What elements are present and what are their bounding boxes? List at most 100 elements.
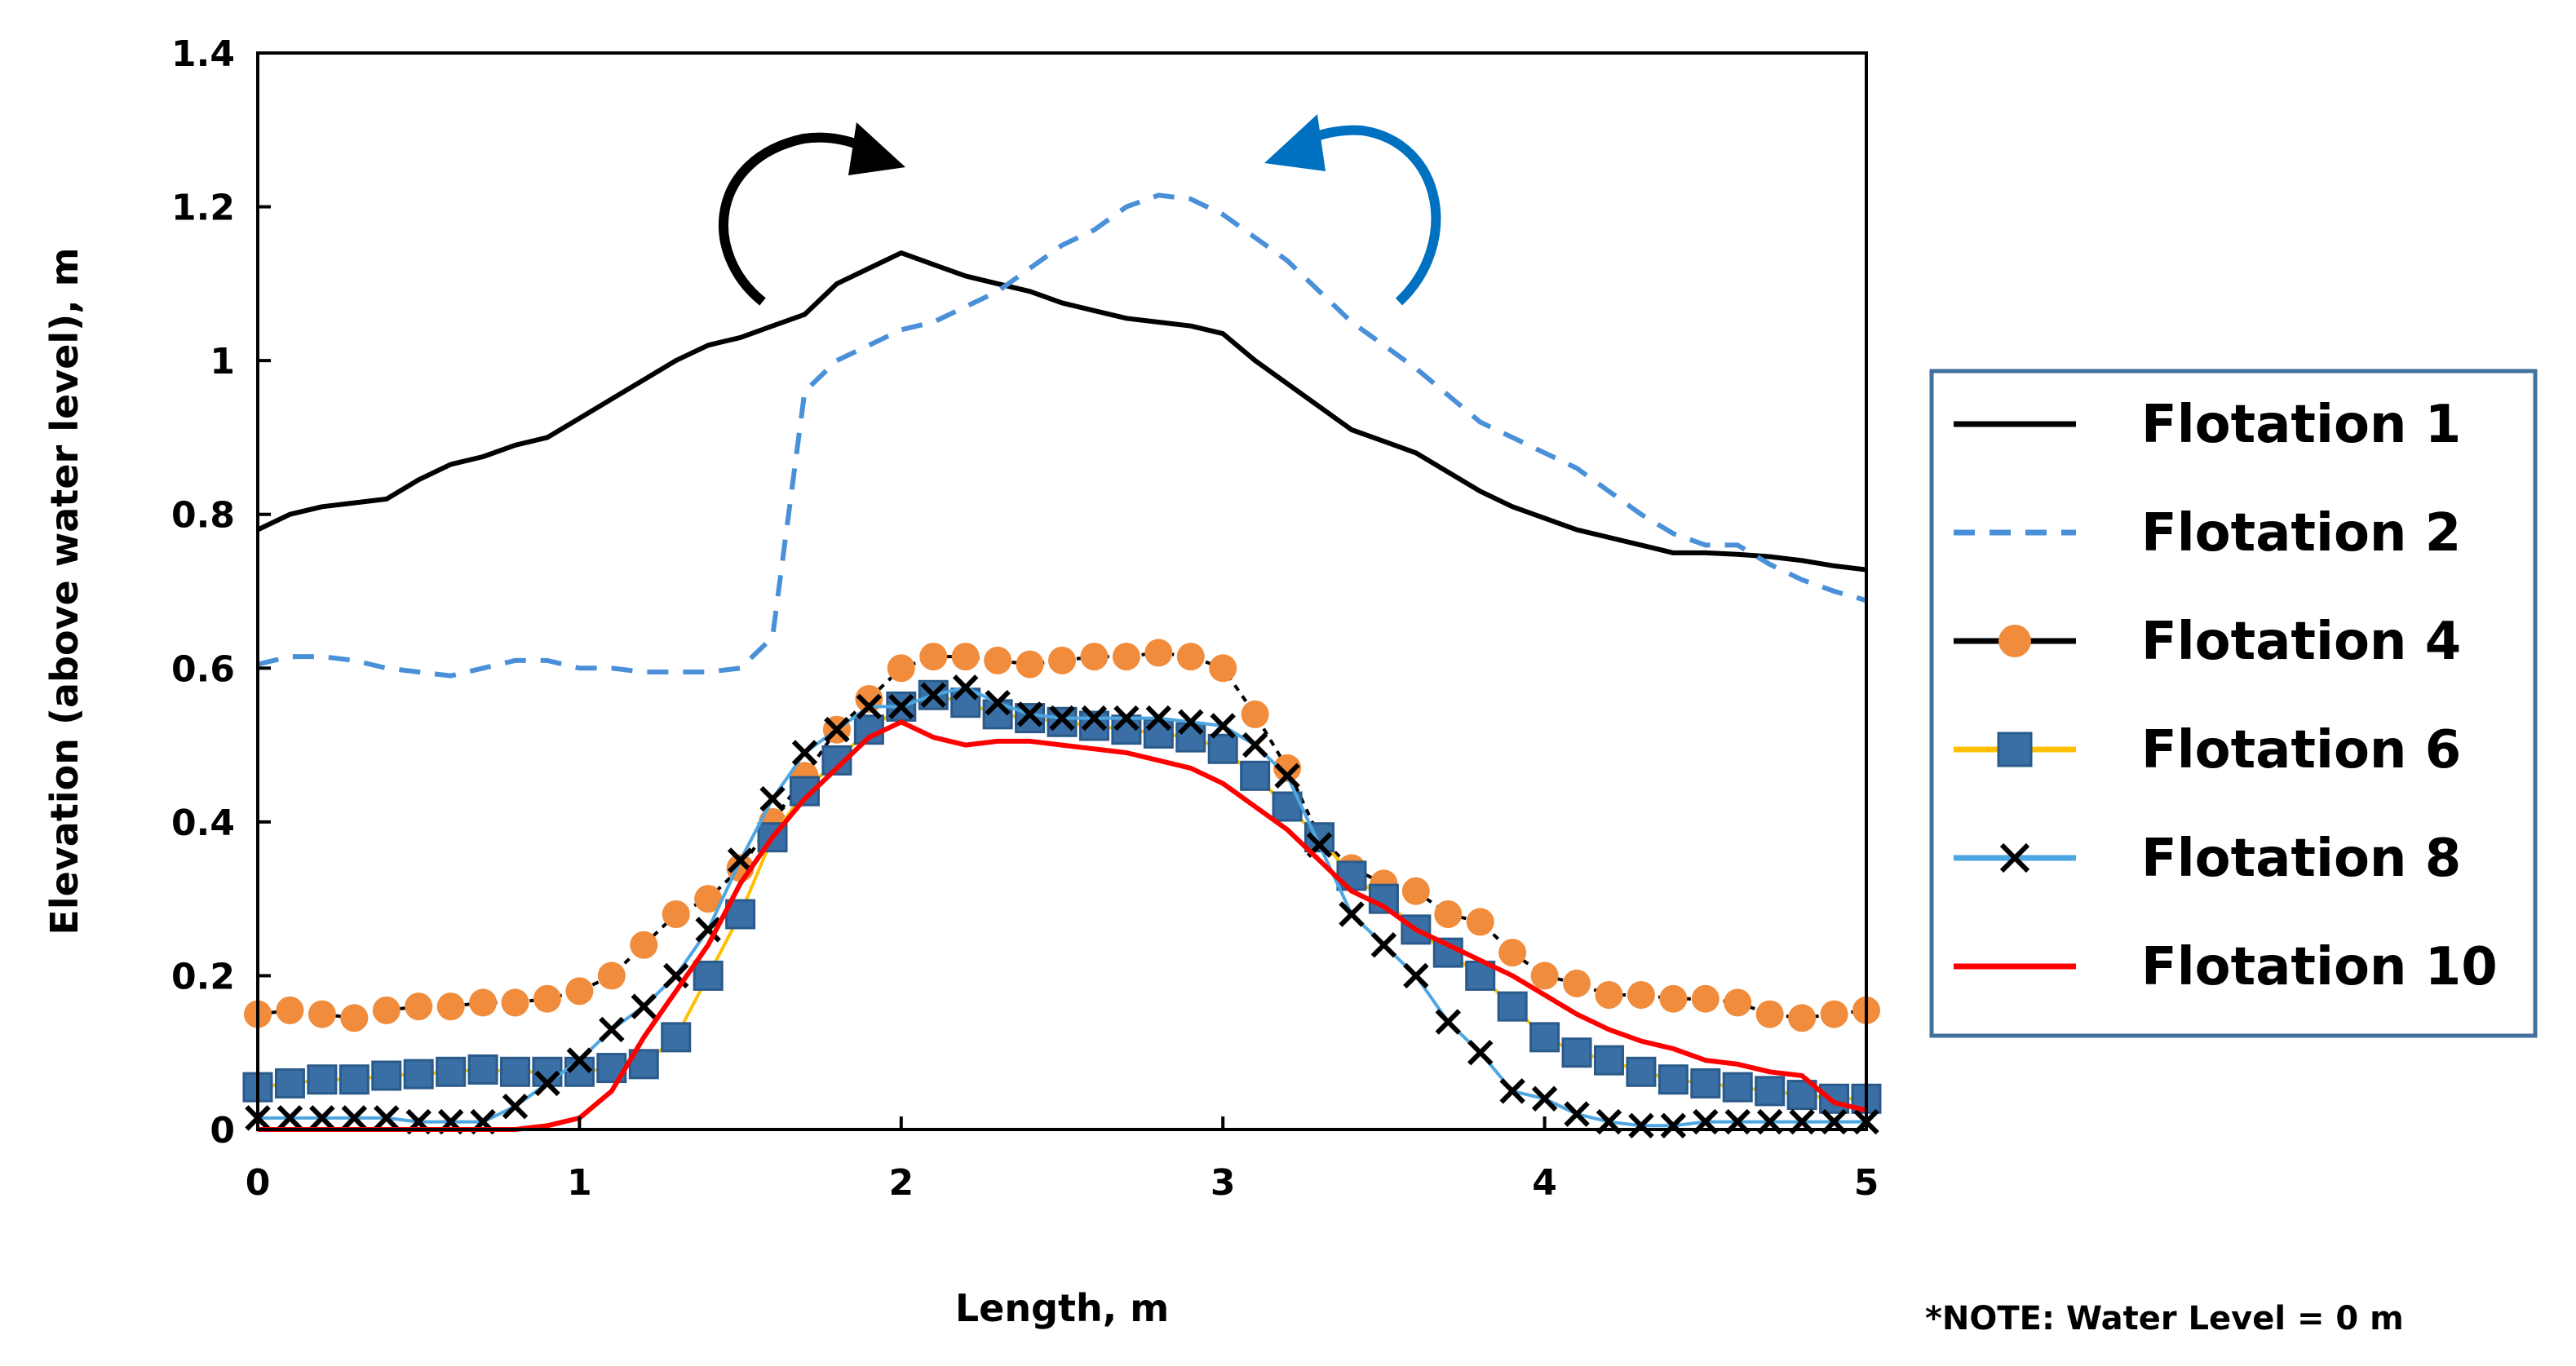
flotation-6-point: [403, 1059, 434, 1090]
flotation-4-point: [1016, 650, 1044, 679]
y-tick-label: 1.2: [171, 188, 235, 229]
flotation-6-point: [500, 1056, 531, 1087]
y-axis-title: Elevation (above water level), m: [42, 247, 86, 935]
legend-label: Flotation 10: [2141, 937, 2498, 997]
flotation-8-point: [1081, 705, 1108, 732]
flotation-8-point: [1370, 931, 1397, 958]
axes-layer: [256, 51, 1868, 1131]
flotation-4-point: [951, 643, 980, 671]
flotation-8-point: [1531, 1085, 1558, 1112]
flotation-8-point: [1274, 763, 1300, 789]
flotation-6-point: [1529, 1022, 1560, 1053]
x-marker-stroke: [662, 962, 689, 989]
flotation-4-point: [1755, 1000, 1784, 1028]
x-marker-stroke: [888, 693, 914, 720]
ticks-layer: 0 0.2 0.4 0.6 0.8 1 1.2 1.4 0 1 2 3 4 5: [171, 33, 1879, 1204]
flotation-4-point: [1466, 908, 1494, 936]
flotation-4-point: [533, 984, 561, 1013]
x-marker-stroke: [1210, 713, 1236, 739]
x-tick-label: 1: [567, 1162, 592, 1204]
x-marker-stroke: [1403, 962, 1429, 989]
flotation-4-point: [436, 992, 465, 1021]
flotation-4-point: [694, 885, 723, 913]
flotation-4-point: [984, 646, 1012, 674]
x-marker-stroke: [1178, 709, 1204, 736]
flotation-4-point: [1724, 988, 1752, 1017]
flotation-8-point: [920, 682, 946, 709]
flotation-8-point: [1628, 1112, 1654, 1139]
flotation-4-point: [1627, 981, 1655, 1009]
flotation-8-point: [1049, 705, 1075, 732]
flotation-8-point: [1210, 713, 1236, 739]
legend-label: Flotation 2: [2141, 503, 2461, 564]
flotation-1-line: [256, 250, 1867, 572]
x-marker-stroke: [1049, 705, 1075, 732]
legend-swatch-marker: [1999, 842, 2030, 873]
flotation-4-point: [597, 962, 626, 990]
y-tick-label: 0: [210, 1110, 235, 1152]
plot-area-frame: [256, 51, 1868, 1131]
x-marker-stroke: [952, 674, 979, 701]
flotation-8-point: [1016, 701, 1043, 727]
flotation-6-point: [1722, 1072, 1753, 1103]
flotation-8-point: [759, 785, 786, 812]
flotation-6-point: [371, 1060, 402, 1091]
flotation-6-point: [1240, 760, 1271, 791]
flotation-8-point: [534, 1070, 560, 1097]
x-marker-stroke: [1242, 732, 1268, 758]
flotation-8-point: [599, 1016, 625, 1043]
flotation-6-point: [1336, 860, 1367, 891]
x-marker-stroke: [920, 682, 946, 709]
legend-items: Flotation 1 Flotation 2 Flotation 4 Flotati…: [1954, 395, 2498, 997]
flotation-4-point: [1530, 962, 1559, 990]
legend-label: Flotation 1: [2141, 395, 2461, 455]
x-tick-label: 2: [888, 1162, 914, 1204]
flotation-8-point: [341, 1105, 368, 1131]
legend: Flotation 1 Flotation 2 Flotation 4 Flotati…: [1929, 369, 2538, 1038]
flotation-6-point: [1047, 706, 1078, 737]
flotation-6-point: [1593, 1045, 1624, 1076]
flotation-8-point: [1467, 1039, 1494, 1066]
x-marker-stroke: [1564, 1101, 1590, 1127]
x-marker-stroke: [1531, 1085, 1558, 1112]
x-marker-stroke: [1467, 1039, 1494, 1066]
flotation-6-point: [1626, 1056, 1657, 1087]
flotation-8-point: [1145, 705, 1172, 732]
black-rotation-arrow: [718, 122, 905, 306]
x-marker-stroke: [759, 785, 786, 812]
x-marker-stroke: [1370, 931, 1397, 958]
flotation-8-point: [502, 1093, 529, 1120]
x-marker-stroke: [695, 917, 721, 943]
x-tick-label: 4: [1532, 1162, 1557, 1204]
flotation-4-point: [1563, 969, 1591, 997]
x-axis-title: Length, m: [955, 1286, 1169, 1330]
legend-item-flotation-2: Flotation 2: [1954, 503, 2461, 564]
flotation-8-point: [695, 917, 721, 943]
legend-box: [1929, 369, 2538, 1038]
flotation-8-point: [309, 1105, 335, 1131]
x-marker-stroke: [534, 1070, 560, 1097]
flotation-6-point: [1755, 1076, 1786, 1107]
x-marker-stroke: [599, 1016, 625, 1043]
flotation-4-point: [1080, 643, 1109, 671]
flotation-4-point: [887, 654, 915, 683]
x-tick-label: 0: [246, 1162, 271, 1204]
flotation-4-point: [1434, 900, 1463, 928]
x-marker-stroke: [1274, 763, 1300, 789]
x-marker-stroke: [1499, 1078, 1525, 1104]
flotation-6-point: [339, 1064, 370, 1095]
flotation-8-point: [1339, 901, 1365, 927]
flotation-8-point: [824, 716, 850, 743]
x-marker-stroke: [1016, 701, 1043, 727]
legend-item-flotation-4: Flotation 4: [1954, 612, 2461, 672]
legend-swatch-marker: [1997, 732, 2033, 767]
flotation-4-point: [1112, 643, 1140, 671]
flotation-8-point: [374, 1105, 400, 1131]
flotation-4-point: [662, 900, 690, 928]
flotation-6-point: [1015, 703, 1046, 734]
x-marker-stroke: [791, 740, 818, 766]
flotation-4-point: [919, 643, 948, 671]
flotation-4-point: [1273, 754, 1302, 782]
series-flotation-1: [256, 250, 1867, 572]
flotation-8-point: [1178, 709, 1204, 736]
